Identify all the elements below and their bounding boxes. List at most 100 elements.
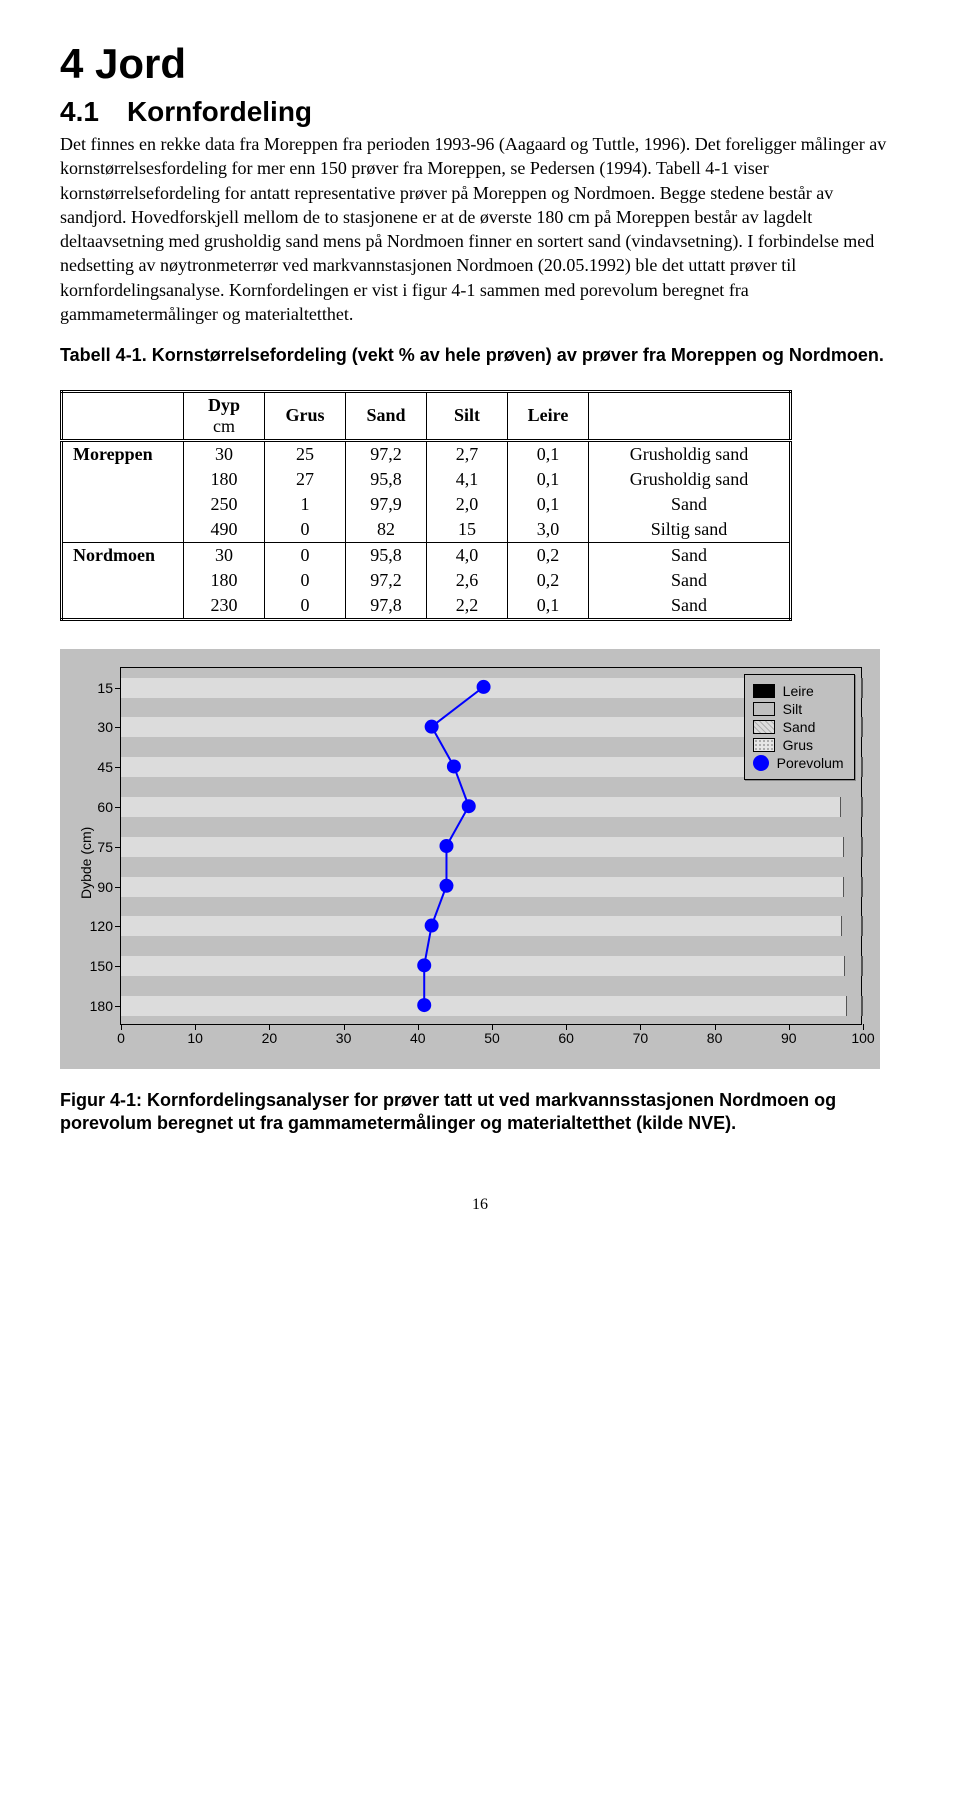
data-cell: 30 bbox=[184, 542, 265, 568]
legend-label: Leire bbox=[783, 683, 814, 699]
bar-segment-sand bbox=[121, 717, 833, 737]
legend-swatch-leire bbox=[753, 684, 775, 698]
porevolum-dot-icon bbox=[753, 755, 769, 771]
table-row: 250197,92,00,1Sand bbox=[62, 492, 791, 517]
x-tick-label: 100 bbox=[851, 1024, 874, 1046]
x-tick-label: 30 bbox=[336, 1024, 352, 1046]
data-cell: 97,2 bbox=[346, 440, 427, 467]
table-row: 180097,22,60,2Sand bbox=[62, 568, 791, 593]
data-cell: 230 bbox=[184, 593, 265, 620]
section-heading: 4.1Kornfordeling bbox=[60, 96, 900, 128]
table-caption: Tabell 4-1. Kornstørrelsefordeling (vekt… bbox=[60, 344, 900, 367]
bar-segment-sand bbox=[121, 797, 841, 817]
x-tick-label: 80 bbox=[707, 1024, 723, 1046]
data-cell: 15 bbox=[427, 517, 508, 543]
data-cell: 0,1 bbox=[508, 467, 589, 492]
data-cell: 0,2 bbox=[508, 568, 589, 593]
site-cell bbox=[62, 593, 184, 620]
bar-segment-silt bbox=[844, 877, 862, 897]
bar-segment-silt bbox=[847, 996, 863, 1016]
legend-swatch-sand bbox=[753, 720, 775, 734]
bar-segment-silt bbox=[842, 916, 861, 936]
bar-segment-silt bbox=[845, 956, 862, 976]
bar-segment-sand bbox=[121, 916, 842, 936]
bar-segment-leire bbox=[862, 916, 863, 936]
data-cell: 25 bbox=[265, 440, 346, 467]
data-cell: 2,0 bbox=[427, 492, 508, 517]
data-cell: 4,0 bbox=[427, 542, 508, 568]
col-grus: Grus bbox=[265, 391, 346, 440]
col-dyp: Dyp bbox=[194, 395, 254, 416]
x-tick-label: 60 bbox=[558, 1024, 574, 1046]
chapter-number: 4 bbox=[60, 40, 83, 87]
site-cell: Moreppen bbox=[62, 440, 184, 467]
data-cell: 180 bbox=[184, 568, 265, 593]
data-cell: 180 bbox=[184, 467, 265, 492]
legend-item: Silt bbox=[753, 701, 844, 717]
legend-label: Porevolum bbox=[777, 755, 844, 771]
data-cell: 1 bbox=[265, 492, 346, 517]
bar-row bbox=[121, 996, 861, 1016]
col-leire: Leire bbox=[508, 391, 589, 440]
bar-segment-leire bbox=[862, 996, 863, 1016]
data-cell: 97,9 bbox=[346, 492, 427, 517]
table-header-row: Dyp cm Grus Sand Silt Leire bbox=[62, 391, 791, 440]
legend-item: Leire bbox=[753, 683, 844, 699]
site-cell bbox=[62, 517, 184, 543]
col-silt: Silt bbox=[427, 391, 508, 440]
data-cell: 250 bbox=[184, 492, 265, 517]
page-number: 16 bbox=[60, 1196, 900, 1214]
data-cell: 4,1 bbox=[427, 467, 508, 492]
bar-segment-sand bbox=[121, 757, 843, 777]
table-row: Nordmoen30095,84,00,2Sand bbox=[62, 542, 791, 568]
data-cell: 2,2 bbox=[427, 593, 508, 620]
bar-segment-leire bbox=[862, 877, 863, 897]
bar-segment-leire bbox=[862, 757, 863, 777]
bar-segment-leire bbox=[862, 797, 863, 817]
legend-item: Sand bbox=[753, 719, 844, 735]
grain-chart: Dybde (cm) 15304560759012015018001020304… bbox=[60, 649, 880, 1069]
body-paragraph: Det finnes en rekke data fra Moreppen fr… bbox=[60, 132, 900, 326]
x-tick-label: 20 bbox=[262, 1024, 278, 1046]
data-cell: 30 bbox=[184, 440, 265, 467]
table-row: 230097,82,20,1Sand bbox=[62, 593, 791, 620]
data-cell: 3,0 bbox=[508, 517, 589, 543]
data-cell: 97,2 bbox=[346, 568, 427, 593]
data-cell: 95,8 bbox=[346, 467, 427, 492]
data-cell: 95,8 bbox=[346, 542, 427, 568]
description-cell: Sand bbox=[589, 568, 791, 593]
site-cell: Nordmoen bbox=[62, 542, 184, 568]
data-cell: 0,2 bbox=[508, 542, 589, 568]
site-cell bbox=[62, 568, 184, 593]
legend-label: Silt bbox=[783, 701, 802, 717]
data-cell: 0,1 bbox=[508, 593, 589, 620]
legend-item: Porevolum bbox=[753, 755, 844, 771]
chart-legend: LeireSiltSandGrusPorevolum bbox=[744, 674, 855, 780]
table-row: 1802795,84,10,1Grusholdig sand bbox=[62, 467, 791, 492]
x-tick-label: 10 bbox=[187, 1024, 203, 1046]
description-cell: Sand bbox=[589, 542, 791, 568]
bar-row bbox=[121, 797, 861, 817]
bar-segment-leire bbox=[862, 717, 863, 737]
bar-segment-sand bbox=[121, 996, 847, 1016]
site-cell bbox=[62, 467, 184, 492]
x-tick-label: 50 bbox=[484, 1024, 500, 1046]
legend-swatch-grus bbox=[753, 738, 775, 752]
data-cell: 490 bbox=[184, 517, 265, 543]
description-cell: Sand bbox=[589, 593, 791, 620]
bar-segment-sand bbox=[121, 678, 832, 698]
description-cell: Siltig sand bbox=[589, 517, 791, 543]
description-cell: Grusholdig sand bbox=[589, 440, 791, 467]
data-cell: 0 bbox=[265, 568, 346, 593]
bar-row bbox=[121, 837, 861, 857]
chapter-title: Jord bbox=[95, 40, 186, 87]
data-cell: 97,8 bbox=[346, 593, 427, 620]
table-row: Moreppen302597,22,70,1Grusholdig sand bbox=[62, 440, 791, 467]
data-cell: 0 bbox=[265, 517, 346, 543]
bar-segment-silt bbox=[841, 797, 862, 817]
bar-segment-leire bbox=[862, 956, 863, 976]
bar-row bbox=[121, 877, 861, 897]
legend-swatch-silt bbox=[753, 702, 775, 716]
data-cell: 0,1 bbox=[508, 440, 589, 467]
bar-segment-silt bbox=[844, 837, 861, 857]
